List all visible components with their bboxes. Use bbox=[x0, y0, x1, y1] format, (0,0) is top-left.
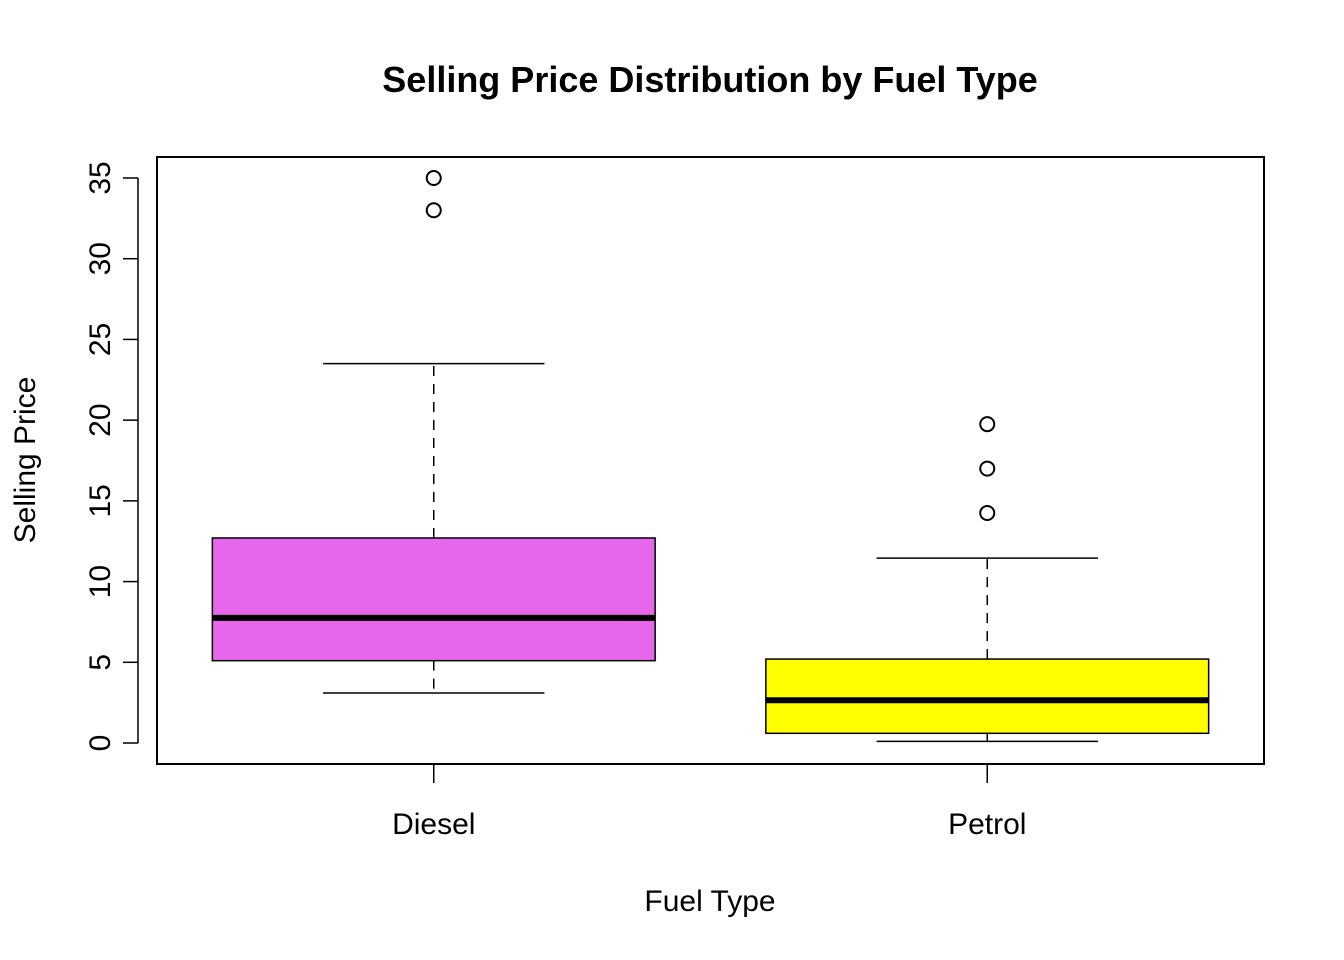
y-tick-label: 20 bbox=[84, 403, 117, 436]
y-tick-label: 35 bbox=[84, 161, 117, 194]
plot-frame bbox=[156, 156, 1265, 765]
y-tick-label: 5 bbox=[84, 654, 117, 671]
y-axis: 0 5 10 15 20 25 30 35 bbox=[84, 161, 139, 752]
box-group bbox=[211, 169, 1210, 743]
x-axis: Diesel Petrol bbox=[392, 764, 1026, 841]
x-tick-label: Diesel bbox=[392, 808, 475, 841]
outlier-point bbox=[979, 460, 996, 477]
chart-title: Selling Price Distribution by Fuel Type bbox=[382, 59, 1037, 100]
outlier-point bbox=[425, 202, 442, 219]
iqr-box bbox=[211, 537, 656, 662]
outlier-point bbox=[979, 416, 996, 433]
y-axis-label: Selling Price bbox=[9, 377, 42, 544]
y-tick-label: 10 bbox=[84, 565, 117, 598]
x-tick-label: Petrol bbox=[948, 808, 1026, 841]
y-tick-label: 30 bbox=[84, 242, 117, 275]
x-axis-label: Fuel Type bbox=[644, 885, 775, 918]
box-petrol bbox=[765, 416, 1210, 743]
outlier-point bbox=[979, 504, 996, 521]
iqr-box bbox=[765, 658, 1210, 735]
y-tick-label: 0 bbox=[84, 735, 117, 752]
outlier-point bbox=[425, 169, 442, 186]
y-tick-label: 25 bbox=[84, 323, 117, 356]
y-tick-label: 15 bbox=[84, 484, 117, 517]
box-diesel bbox=[211, 169, 656, 694]
